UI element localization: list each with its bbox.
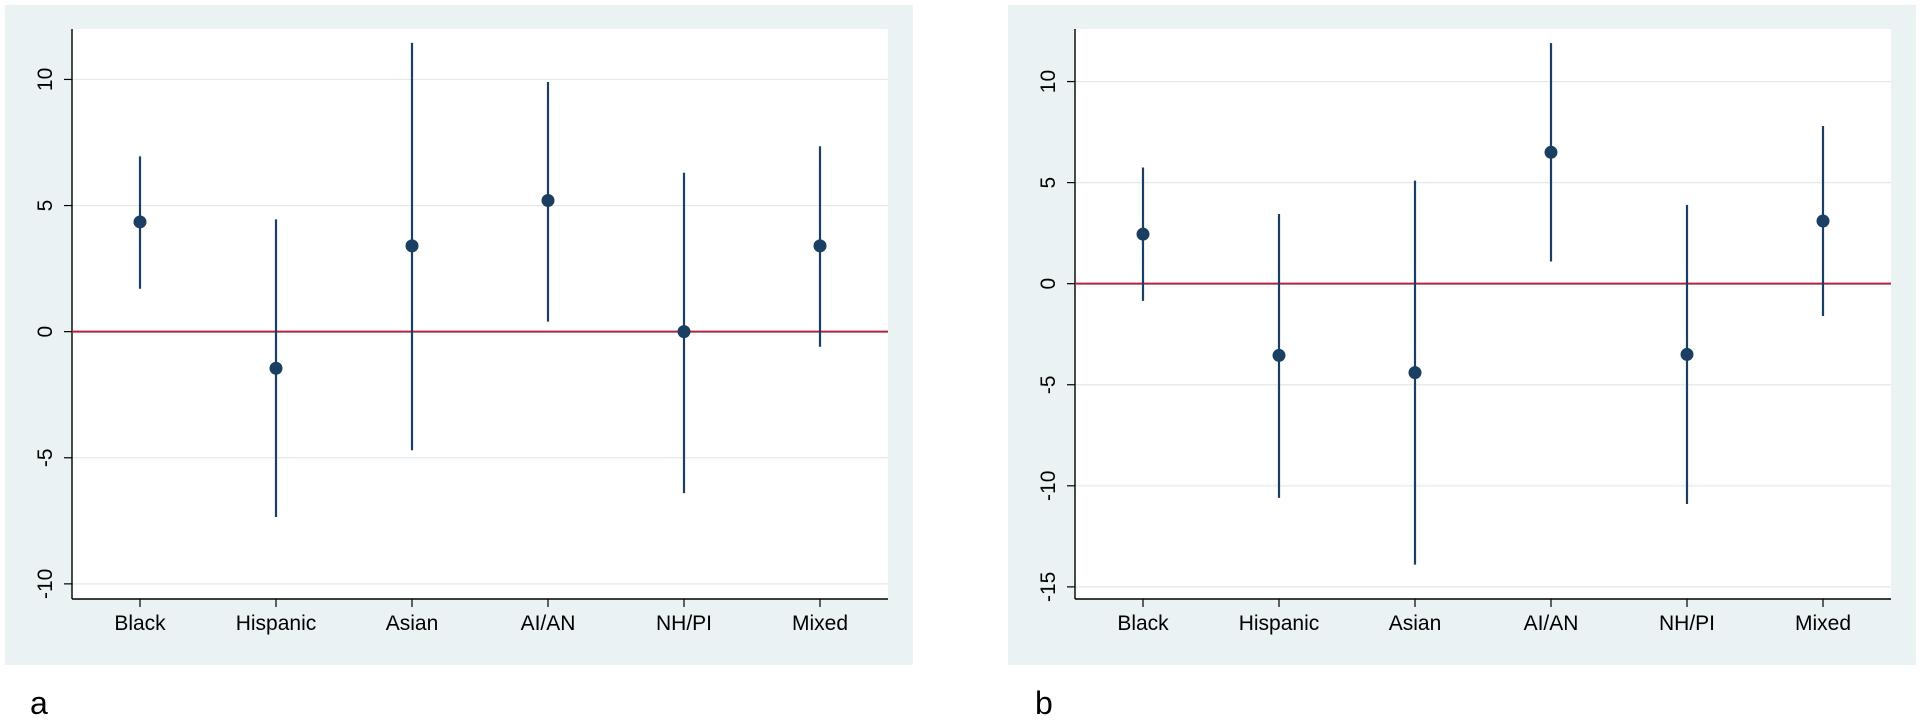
chart-a-xtick-label: Black (114, 612, 166, 635)
chart-a-xtick-label: Mixed (792, 612, 848, 635)
chart-b-plot-area (1075, 29, 1891, 599)
chart-b-ytick-label: -15 (1037, 572, 1060, 602)
chart-panel-a: -10 -5 0 5 10 Black Hispanic Asian AI/AN NH/PI Mix… (5, 5, 913, 665)
chart-b-ytick-label: 5 (1037, 177, 1060, 189)
chart-a-plot-area (72, 29, 888, 599)
chart-a-xtick-label: Asian (386, 612, 439, 635)
chart-b-ytick-label: 10 (1037, 70, 1060, 93)
chart-a-point (541, 194, 555, 208)
panel-label-a: a (30, 685, 48, 721)
panel-label-b: b (1035, 685, 1053, 721)
chart-b-xtick-label: NH/PI (1659, 612, 1715, 635)
chart-b-xtick-label: AI/AN (1524, 612, 1579, 635)
chart-a-ytick-label: -5 (34, 448, 57, 467)
chart-b-ytick-label: -5 (1037, 375, 1060, 394)
chart-a-point (269, 361, 283, 375)
chart-b-xtick-label: Black (1117, 612, 1169, 635)
chart-b-ytick-label: 0 (1037, 278, 1060, 290)
chart-a-xtick-label: Hispanic (236, 612, 317, 635)
chart-b-point (1816, 214, 1830, 228)
chart-a-point (405, 239, 419, 253)
chart-b-point (1680, 347, 1694, 361)
chart-a-point (677, 325, 691, 339)
chart-b-svg: -15 -10 -5 0 5 10 Black Hispanic Asian AI/AN NH/PI… (1037, 29, 1891, 635)
chart-b-point (1544, 145, 1558, 159)
chart-a-xtick-label: AI/AN (521, 612, 576, 635)
chart-a-ytick-label: -10 (34, 569, 57, 599)
chart-a-xtick-label: NH/PI (656, 612, 712, 635)
chart-b-point (1272, 348, 1286, 362)
chart-b-xtick-label: Hispanic (1239, 612, 1320, 635)
chart-a-point (813, 239, 827, 253)
chart-panel-b: -15 -10 -5 0 5 10 Black Hispanic Asian AI/AN NH/PI… (1008, 5, 1916, 665)
chart-b-xtick-label: Asian (1389, 612, 1442, 635)
chart-b-point (1408, 366, 1422, 380)
chart-a-ytick-label: 5 (34, 200, 57, 212)
chart-a-svg: -10 -5 0 5 10 Black Hispanic Asian AI/AN NH/PI Mix… (34, 29, 888, 635)
chart-a-ytick-label: 0 (34, 326, 57, 338)
chart-a-point (133, 215, 147, 229)
chart-b-xtick-label: Mixed (1795, 612, 1851, 635)
chart-b-point (1136, 227, 1150, 241)
chart-a-ytick-label: 10 (34, 68, 57, 91)
chart-b-ytick-label: -10 (1037, 471, 1060, 501)
